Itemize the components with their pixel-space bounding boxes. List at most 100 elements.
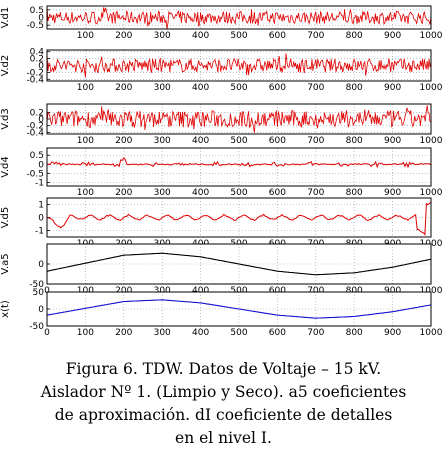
x-tick-label: 700 <box>307 31 324 41</box>
x-tick-label: 200 <box>115 286 132 296</box>
caption-line-2: Aislador Nº 1. (Limpio y Seco). a5 coefi… <box>40 383 407 401</box>
x-tick-label: 900 <box>384 328 401 338</box>
x-tick-label: 1000 <box>420 328 443 338</box>
y-tick-label: 1 <box>38 201 44 211</box>
y-axis-label: V.d4 <box>0 156 11 177</box>
x-tick-label: 600 <box>269 31 286 41</box>
panel-3: 100 200 300 400 500 600 700 800 900 1000 0.20-0.2-… <box>0 103 443 146</box>
x-tick-label: 400 <box>192 188 209 198</box>
x-tick-label: 600 <box>269 286 286 296</box>
y-axis-label: V.a5 <box>0 253 11 274</box>
x-tick-label: 600 <box>269 136 286 146</box>
series-line <box>46 299 432 319</box>
panel-2: 100 200 300 400 500 600 700 800 900 10000.40.20-0… <box>0 48 443 93</box>
panel-4: 100 200 300 400 500 600 700 800 900 1000 0.50-0.5-… <box>0 147 443 198</box>
x-tick-label: 500 <box>230 328 247 338</box>
x-tick-label: 200 <box>115 31 132 41</box>
x-tick-label: 200 <box>115 83 132 93</box>
x-tick-label: 300 <box>154 286 171 296</box>
y-tick-label: 0.5 <box>30 6 44 16</box>
y-axis-label: V.d5 <box>0 207 11 228</box>
series-line <box>46 105 432 133</box>
x-tick-label: 300 <box>154 328 171 338</box>
axes-frame <box>46 5 432 30</box>
x-tick-label: 700 <box>307 83 324 93</box>
x-tick-label: 600 <box>269 188 286 198</box>
x-tick-label: 300 <box>154 136 171 146</box>
x-tick-label: 100 <box>77 328 94 338</box>
x-tick-label: 100 <box>77 31 94 41</box>
x-tick-label: 200 <box>115 328 132 338</box>
axes-frame <box>46 147 432 187</box>
x-tick-label: 800 <box>346 286 363 296</box>
y-tick-label: 0.4 <box>30 48 45 58</box>
x-tick-label: 600 <box>269 328 286 338</box>
wavelet-decomposition-figure: 100 200 300 400 500 600 700 800 900 10000.50-0.5V… <box>0 5 443 338</box>
x-tick-label: 0 <box>44 328 50 338</box>
x-tick-label: 300 <box>154 31 171 41</box>
axes-frame <box>46 49 432 82</box>
y-tick-label: 0 <box>38 160 44 170</box>
x-tick-label: 900 <box>384 31 401 41</box>
axes-frame <box>46 291 432 327</box>
x-tick-label: 300 <box>154 83 171 93</box>
series-line <box>46 157 432 169</box>
x-tick-label: 800 <box>346 328 363 338</box>
y-tick-label: 50 <box>33 288 45 298</box>
y-tick-label: 0 <box>38 305 44 315</box>
y-axis-label: V.d1 <box>0 7 11 28</box>
y-tick-label: -0.5 <box>26 169 44 179</box>
y-tick-label: 0 <box>38 62 44 72</box>
y-tick-label: -50 <box>29 322 44 332</box>
y-tick-label: -0.4 <box>26 75 44 85</box>
x-tick-label: 900 <box>384 188 401 198</box>
x-tick-label: 400 <box>192 83 209 93</box>
axes-frame <box>46 103 432 135</box>
x-tick-label: 1000 <box>420 188 443 198</box>
x-tick-label: 300 <box>154 188 171 198</box>
x-tick-label: 700 <box>307 286 324 296</box>
x-tick-label: 500 <box>230 83 247 93</box>
x-tick-label: 700 <box>307 328 324 338</box>
y-tick-label: -1 <box>35 227 44 237</box>
x-tick-label: 1000 <box>420 136 443 146</box>
y-axis-label: V.d3 <box>0 108 11 129</box>
caption-line-4: en el nivel I. <box>175 429 272 447</box>
y-tick-label: 0.2 <box>30 108 44 118</box>
x-tick-label: 200 <box>115 188 132 198</box>
panel-5: 100200300400500600700800900100010-1V.d5 <box>0 197 443 249</box>
y-tick-label: 0.5 <box>30 151 44 161</box>
x-tick-label: 800 <box>346 31 363 41</box>
figure-caption: Figura 6. TDW. Datos de Voltaje – 15 kV.… <box>0 358 447 450</box>
y-tick-label: -0.2 <box>26 122 44 132</box>
x-tick-label: 700 <box>307 188 324 198</box>
y-tick-label: -0.4 <box>26 128 44 138</box>
y-axis-label: x(t) <box>0 300 11 318</box>
y-tick-label: 0 <box>38 115 44 125</box>
y-tick-label: -1 <box>35 178 44 188</box>
x-tick-label: 1000 <box>420 286 443 296</box>
series-line <box>46 201 432 236</box>
x-tick-label: 400 <box>192 328 209 338</box>
series-line <box>46 53 432 78</box>
y-tick-label: -0.5 <box>26 21 44 31</box>
x-tick-label: 1000 <box>420 31 443 41</box>
y-tick-label: 0.2 <box>30 55 44 65</box>
x-tick-label: 100 <box>77 83 94 93</box>
x-tick-label: 500 <box>230 136 247 146</box>
x-tick-label: 500 <box>230 286 247 296</box>
y-axis-label: V.d2 <box>0 55 11 76</box>
y-tick-label: -50 <box>29 280 44 290</box>
caption-line-3: de aproximación. dI coeficiente de detal… <box>54 406 393 424</box>
x-tick-label: 100 <box>77 286 94 296</box>
x-tick-label: 500 <box>230 31 247 41</box>
x-tick-label: 400 <box>192 286 209 296</box>
x-tick-label: 400 <box>192 31 209 41</box>
y-tick-label: 0 <box>38 260 44 270</box>
x-tick-label: 100 <box>77 188 94 198</box>
x-tick-label: 800 <box>346 83 363 93</box>
panel-1: 100 200 300 400 500 600 700 800 900 1000 0.50-0.5 V… <box>0 5 443 41</box>
x-tick-label: 900 <box>384 83 401 93</box>
x-tick-label: 800 <box>346 136 363 146</box>
